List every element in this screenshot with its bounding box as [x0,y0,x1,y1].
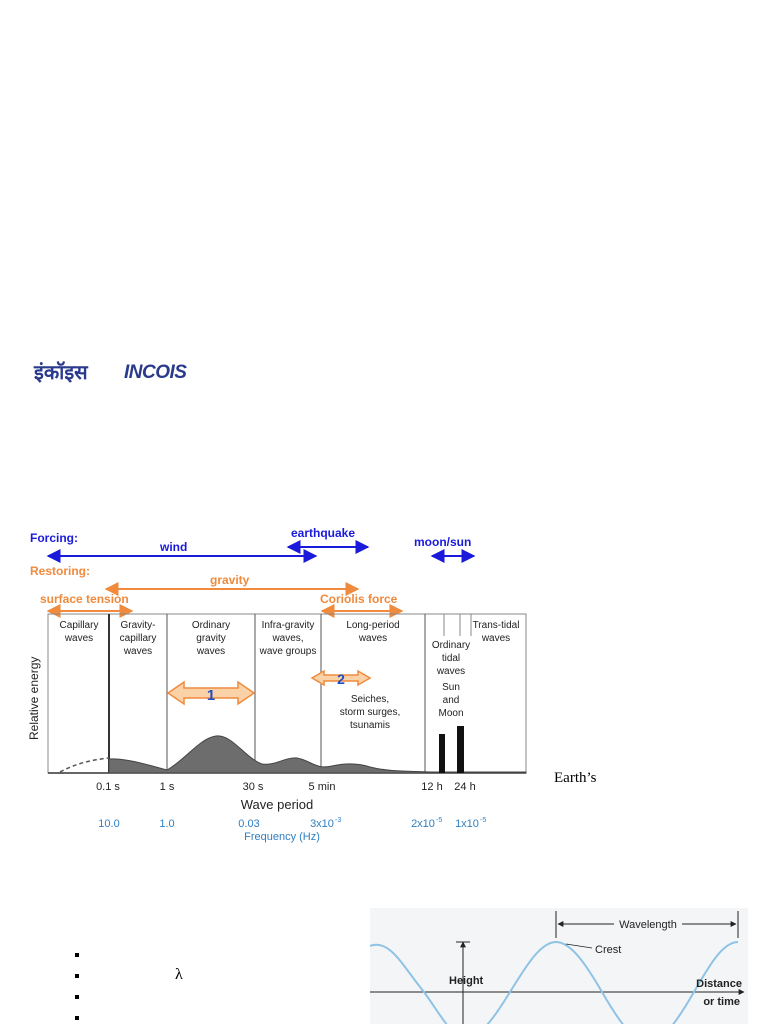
freq-tick-5: 2x10 [411,818,435,830]
band-ordgrav-3: waves [196,646,225,657]
period-tick-3: 30 s [243,781,264,793]
bullet-list: λ [75,945,235,1029]
seiches-1: Seiches, [351,694,389,705]
marker-1-arrow [166,680,256,706]
seiches-2: storm surges, [340,707,401,718]
band-ordgrav-2: gravity [196,633,225,644]
bullet-icon [75,953,79,957]
band-trans-2: waves [481,633,510,644]
wave-diagram: Wavelength Height Crest Distance or time [370,908,748,1024]
list-item: λ [75,966,235,987]
freq-exp-6: -5 [480,817,486,824]
band-long-1: Long-period [346,620,399,631]
period-tick-1: 0.1 s [96,781,120,793]
band-tidal-3: waves [436,666,465,677]
band-ordgrav-1: Ordinary [192,620,230,631]
band-long-2: waves [358,633,387,644]
x-axis-label: Wave period [241,797,314,812]
logo-english-text: INCOIS [124,362,187,383]
band-capillary-2: waves [64,633,93,644]
wave-background [370,908,748,1024]
distance-label: Distance [696,978,742,990]
band-infra-3: wave groups [259,646,317,657]
crest-leader [565,943,593,949]
crest-label: Crest [595,944,621,956]
gravity-label: gravity [210,573,250,587]
restoring-label: Restoring: [30,564,90,578]
lambda-symbol: λ [175,966,183,983]
freq-axis-label: Frequency (Hz) [244,831,320,843]
period-tick-2: 1 s [160,781,175,793]
band-gravcap-2: capillary [120,633,157,644]
marker-1-label: 1 [207,687,215,704]
tidal-peak-1 [439,734,445,773]
seiches-3: tsunamis [350,720,390,731]
wave-curve [370,940,739,1024]
freq-tick-4: 3x10 [310,818,334,830]
bullet-icon [75,974,79,978]
band-infra-2: waves, [271,633,303,644]
freq-tick-2: 1.0 [159,818,174,830]
logo-hindi-text: इंकॉइस [34,360,88,384]
earth-text: Earth’s [554,770,597,786]
marker-2-arrow [310,669,372,687]
freq-tick-3: 0.03 [238,818,259,830]
period-tick-4: 5 min [309,781,336,793]
band-gravcap-1: Gravity- [121,620,156,631]
height-label: Height [449,975,484,987]
freq-exp-5: -5 [436,817,442,824]
or-time-label: or time [703,996,740,1008]
surface-tension-label: surface tension [40,592,129,606]
band-capillary-1: Capillary [60,620,99,631]
wind-label: wind [159,540,187,554]
bullet-icon [75,1016,79,1020]
sun-moon-2: and [443,695,460,706]
period-tick-5: 12 h [421,781,442,793]
band-tidal-2: tidal [442,653,460,664]
moon-sun-label: moon/sun [414,535,471,549]
tidal-peak-2 [457,726,464,773]
freq-tick-1: 10.0 [98,818,119,830]
band-infra-1: Infra-gravity [262,620,315,631]
sun-moon-3: Moon [438,708,463,719]
band-gravcap-3: waves [123,646,152,657]
y-axis-label: Relative energy [27,657,41,740]
bullet-icon [75,995,79,999]
band-tidal-1: Ordinary [432,640,470,651]
sun-moon-1: Sun [442,682,460,693]
wave-spectrum-diagram: Forcing: wind earthquake moon/sun Restor… [27,526,527,843]
marker-2-label: 2 [337,671,345,687]
band-trans-1: Trans-tidal [473,620,520,631]
energy-dashed-curve [59,757,110,773]
period-tick-6: 24 h [454,781,475,793]
earthquake-label: earthquake [291,526,355,540]
freq-tick-6: 1x10 [455,818,479,830]
coriolis-label: Coriolis force [320,592,398,606]
energy-curve [108,735,527,774]
forcing-label: Forcing: [30,531,78,545]
wavelength-label: Wavelength [619,919,677,931]
list-item [75,945,235,966]
freq-exp-4: -3 [335,817,341,824]
list-item [75,987,235,1008]
incois-logo: इंकॉइस INCOIS [34,350,209,392]
list-item [75,1008,235,1029]
